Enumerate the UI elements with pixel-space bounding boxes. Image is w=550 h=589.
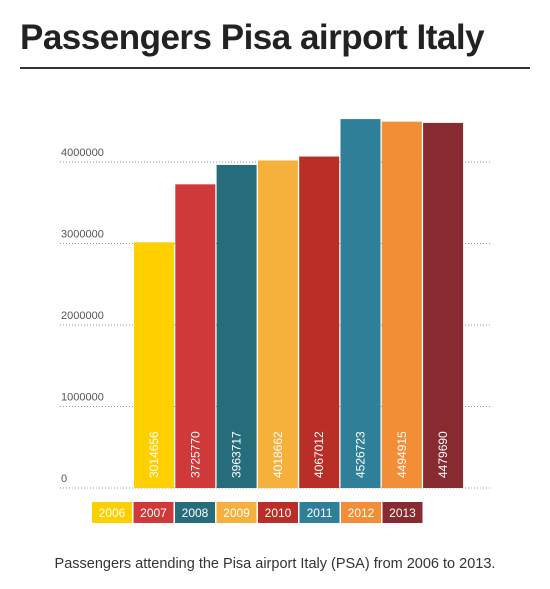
bar-value-label: 4494915 xyxy=(395,431,409,478)
y-tick-label: 2000000 xyxy=(61,310,104,322)
chart-title: Passengers Pisa airport Italy xyxy=(20,18,485,57)
bar-2013 xyxy=(423,122,464,488)
bar-2012 xyxy=(381,121,422,488)
bar-value-label: 3963717 xyxy=(230,431,244,478)
bar-2008 xyxy=(216,164,257,488)
bar-2009 xyxy=(257,160,298,488)
legend-label: 2010 xyxy=(265,506,292,520)
legend-label: 2009 xyxy=(223,506,250,520)
legend-swatch-2011 xyxy=(299,502,340,523)
title-divider xyxy=(20,67,530,69)
legend-label: 2012 xyxy=(348,506,375,520)
bar-value-label: 3014656 xyxy=(147,431,161,478)
y-tick-label: 1000000 xyxy=(61,392,104,404)
legend-label: 2007 xyxy=(140,506,167,520)
bar-value-label: 4067012 xyxy=(312,431,326,478)
bar-value-label: 4018662 xyxy=(271,431,285,478)
legend-label: 2013 xyxy=(389,506,416,520)
bar-value-label: 4526723 xyxy=(354,431,368,478)
legend-label: 2006 xyxy=(99,506,126,520)
legend-label: 2008 xyxy=(182,506,209,520)
legend-swatch-2009 xyxy=(216,502,257,523)
bar-2011 xyxy=(340,119,381,488)
bar-2010 xyxy=(299,156,340,489)
legend-swatch-2008 xyxy=(175,502,215,523)
legend-swatch-2012 xyxy=(341,502,381,523)
bar-2006 xyxy=(134,242,174,488)
legend-swatch-2010 xyxy=(258,502,298,523)
legend-swatch-2013 xyxy=(382,502,423,523)
bar-2007 xyxy=(175,184,216,489)
legend-swatch-2007 xyxy=(133,502,174,523)
bar-value-label: 4479690 xyxy=(436,431,450,478)
legend-label: 2011 xyxy=(307,506,333,520)
chart-caption: Passengers attending the Pisa airport It… xyxy=(54,556,496,572)
y-tick-label: 0 xyxy=(61,473,67,485)
bar-value-label: 3725770 xyxy=(188,431,202,478)
y-tick-label: 3000000 xyxy=(61,229,104,241)
y-tick-label: 4000000 xyxy=(61,147,104,159)
legend-swatch-2006 xyxy=(92,502,132,523)
